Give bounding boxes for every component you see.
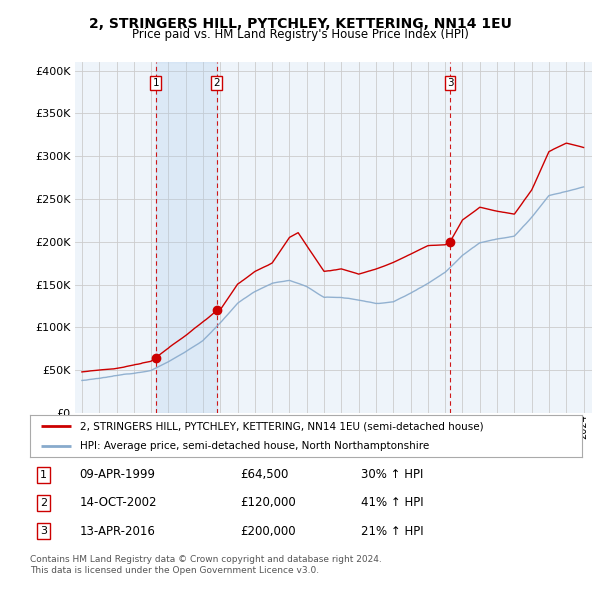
Text: 1: 1 [40, 470, 47, 480]
Text: 13-APR-2016: 13-APR-2016 [80, 525, 155, 537]
Text: 3: 3 [447, 78, 454, 88]
Text: 30% ↑ HPI: 30% ↑ HPI [361, 468, 424, 481]
Text: 1: 1 [152, 78, 159, 88]
Text: 2, STRINGERS HILL, PYTCHLEY, KETTERING, NN14 1EU (semi-detached house): 2, STRINGERS HILL, PYTCHLEY, KETTERING, … [80, 421, 484, 431]
Text: £120,000: £120,000 [240, 496, 296, 510]
Text: £200,000: £200,000 [240, 525, 295, 537]
Text: HPI: Average price, semi-detached house, North Northamptonshire: HPI: Average price, semi-detached house,… [80, 441, 429, 451]
Text: £64,500: £64,500 [240, 468, 288, 481]
Text: Contains HM Land Registry data © Crown copyright and database right 2024.: Contains HM Land Registry data © Crown c… [30, 555, 382, 563]
Text: 2, STRINGERS HILL, PYTCHLEY, KETTERING, NN14 1EU: 2, STRINGERS HILL, PYTCHLEY, KETTERING, … [89, 17, 511, 31]
Text: 21% ↑ HPI: 21% ↑ HPI [361, 525, 424, 537]
Text: Price paid vs. HM Land Registry's House Price Index (HPI): Price paid vs. HM Land Registry's House … [131, 28, 469, 41]
Text: 3: 3 [40, 526, 47, 536]
Text: 09-APR-1999: 09-APR-1999 [80, 468, 155, 481]
Text: This data is licensed under the Open Government Licence v3.0.: This data is licensed under the Open Gov… [30, 566, 319, 575]
Text: 41% ↑ HPI: 41% ↑ HPI [361, 496, 424, 510]
Text: 2: 2 [214, 78, 220, 88]
Text: 2: 2 [40, 498, 47, 508]
Text: 14-OCT-2002: 14-OCT-2002 [80, 496, 157, 510]
Bar [156, 62, 217, 413]
